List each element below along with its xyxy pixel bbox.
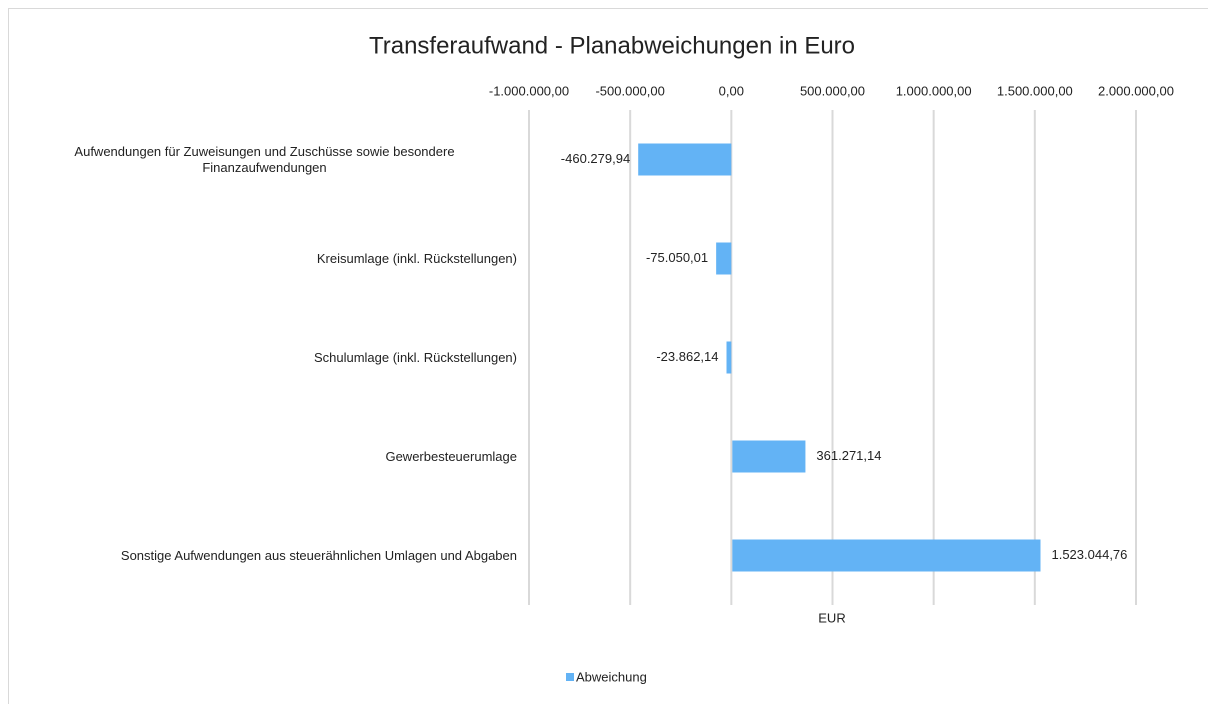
category-label-box: Schulumlage (inkl. Rückstellungen) (0, 338, 517, 378)
x-tick-label: 1.000.000,00 (896, 83, 972, 98)
bar (732, 440, 806, 473)
y-tick-label: Kreisumlage (inkl. Rückstellungen) (316, 250, 517, 266)
chart-title: Transferaufwand - Planabweichungen in Eu… (369, 32, 855, 59)
chart-frame (8, 8, 1208, 704)
value-label: -23.862,14 (656, 349, 718, 364)
bar (638, 143, 732, 176)
x-tick-label: 1.500.000,00 (997, 83, 1073, 98)
x-axis-title: EUR (818, 610, 845, 625)
legend-swatch (566, 673, 574, 681)
bar (726, 341, 732, 374)
value-label: 1.523.044,76 (1051, 547, 1127, 562)
category-label-box: Gewerbesteuerumlage (0, 437, 517, 477)
category-label-box: Sonstige Aufwendungen aus steuerähnliche… (0, 536, 517, 576)
x-tick-label: 0,00 (719, 83, 744, 98)
x-tick-label: -1.000.000,00 (489, 83, 569, 98)
category-label-box: Aufwendungen für Zuweisungen und Zuschüs… (0, 140, 517, 180)
y-tick-label: Schulumlage (inkl. Rückstellungen) (313, 349, 517, 365)
x-tick-label: 500.000,00 (800, 83, 865, 98)
y-tick-label: Gewerbesteuerumlage (385, 448, 517, 464)
legend-label: Abweichung (576, 669, 647, 684)
category-label-box: Kreisumlage (inkl. Rückstellungen) (0, 239, 517, 279)
x-tick-label: -500.000,00 (595, 83, 664, 98)
y-tick-label: Aufwendungen für Zuweisungen und Zuschüs… (74, 143, 455, 175)
value-label: -460.279,94 (561, 151, 630, 166)
x-tick-label: 2.000.000,00 (1098, 83, 1174, 98)
value-label: 361.271,14 (816, 448, 881, 463)
value-label: -75.050,01 (646, 250, 708, 265)
bar (732, 539, 1041, 572)
y-tick-label: Sonstige Aufwendungen aus steuerähnliche… (120, 547, 517, 563)
bar (716, 242, 732, 275)
